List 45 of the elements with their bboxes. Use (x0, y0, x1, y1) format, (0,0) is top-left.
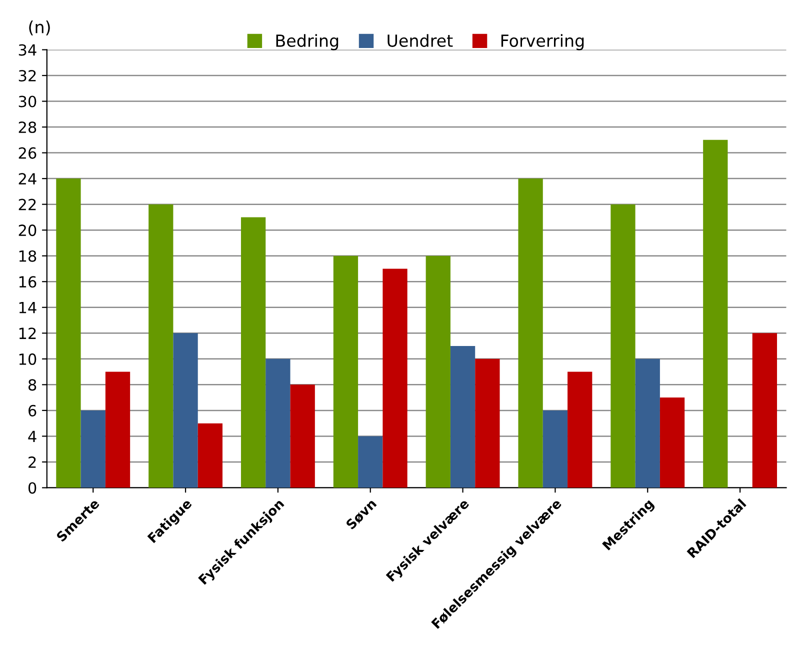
bar (450, 346, 476, 488)
y-tick-label: 20 (18, 224, 36, 236)
y-tick-label: 16 (19, 276, 36, 288)
bar (382, 268, 408, 488)
bar (703, 140, 728, 488)
legend-label: Bedring (276, 34, 338, 50)
y-tick-label: 10 (19, 353, 36, 365)
y-tick-label: 28 (18, 122, 36, 134)
bar (148, 204, 174, 488)
legend-label: Uendret (388, 34, 453, 47)
y-tick-label: 34 (18, 44, 36, 56)
y-tick-label: 18 (19, 250, 36, 262)
bar (173, 333, 198, 488)
bar (358, 436, 383, 488)
bar (56, 178, 81, 488)
y-tick-label: 8 (28, 379, 36, 391)
y-tick-label: 24 (18, 173, 36, 184)
bar (333, 256, 358, 488)
bar (542, 410, 568, 488)
y-tick-label: 22 (18, 198, 36, 210)
y-tick-label: 2 (28, 456, 36, 468)
bar (80, 410, 106, 488)
bar (198, 423, 222, 488)
bar (568, 372, 592, 488)
y-tick-label: 30 (18, 96, 36, 108)
y-tick-label: 0 (28, 482, 36, 494)
bar (240, 217, 266, 488)
bar (475, 358, 500, 488)
y-tick-label: 32 (18, 70, 36, 82)
bar (290, 384, 315, 488)
y-tick-label: 26 (18, 147, 36, 159)
bar (518, 178, 543, 488)
bar (660, 398, 685, 488)
bar (635, 358, 660, 488)
y-axis-title: (n) (29, 20, 50, 36)
y-tick-label: 6 (28, 404, 36, 416)
y-tick-label: 4 (28, 430, 36, 442)
bar (752, 333, 778, 488)
y-tick-label: 12 (19, 328, 36, 339)
bar (610, 204, 636, 488)
bar (105, 372, 130, 488)
bar (426, 256, 450, 488)
legend-label: Forverring (501, 34, 584, 50)
bar (266, 358, 290, 488)
y-tick-label: 14 (19, 302, 36, 314)
